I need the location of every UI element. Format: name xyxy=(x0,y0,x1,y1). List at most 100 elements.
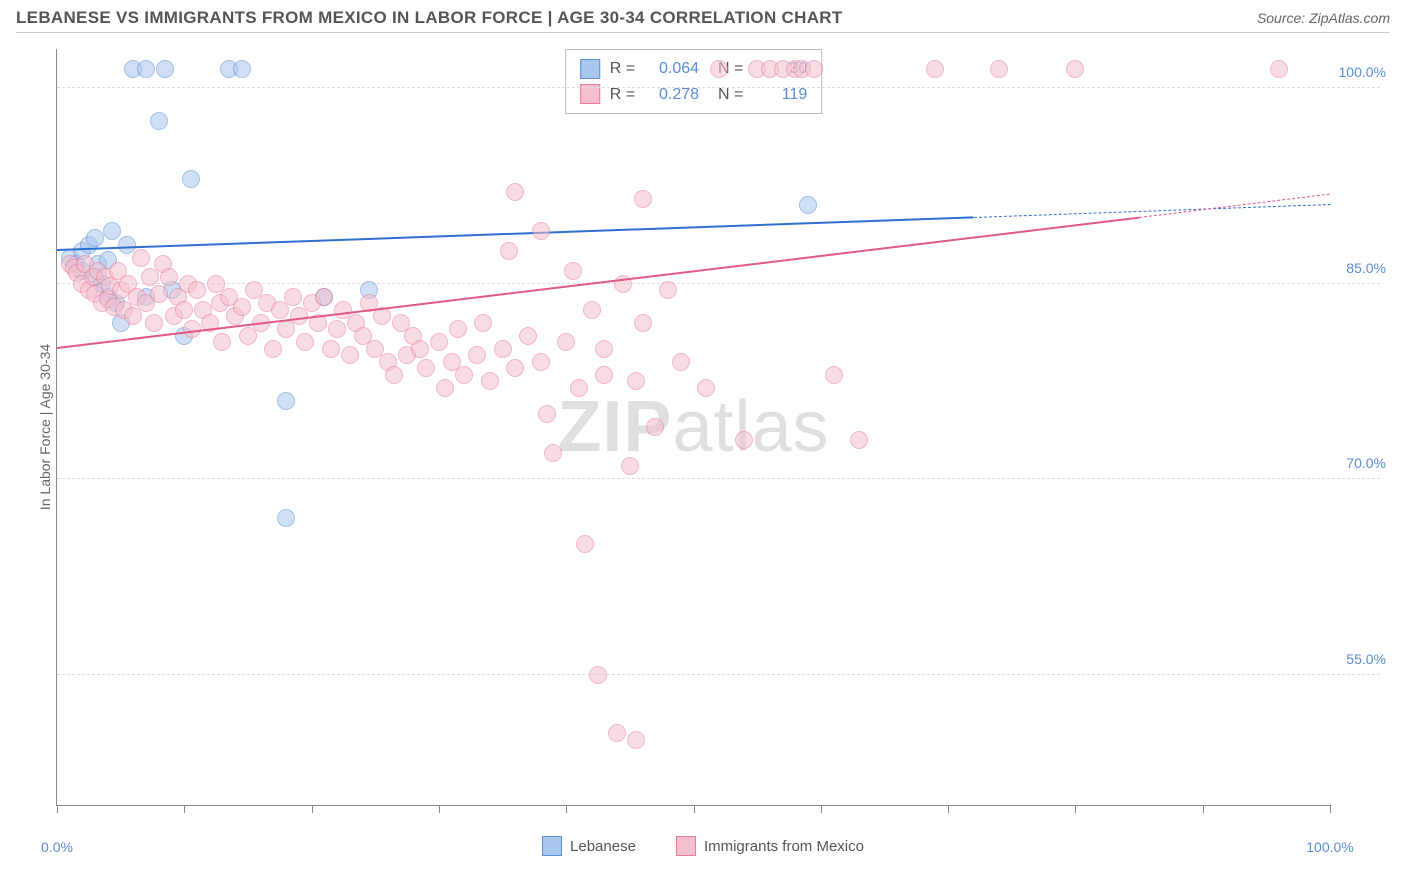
data-point-lebanese xyxy=(137,60,155,78)
x-tick xyxy=(948,805,949,813)
data-point-mexico xyxy=(595,340,613,358)
watermark: ZIPatlas xyxy=(557,386,829,468)
data-point-mexico xyxy=(315,288,333,306)
data-point-mexico xyxy=(544,444,562,462)
data-point-mexico xyxy=(646,418,664,436)
data-point-mexico xyxy=(411,340,429,358)
data-point-mexico xyxy=(341,346,359,364)
data-point-mexico xyxy=(532,353,550,371)
data-point-mexico xyxy=(595,366,613,384)
data-point-mexico xyxy=(213,333,231,351)
trendline-extension-mexico xyxy=(1139,194,1330,218)
data-point-mexico xyxy=(160,268,178,286)
data-point-mexico xyxy=(627,372,645,390)
data-point-mexico xyxy=(474,314,492,332)
legend-item-mexico: Immigrants from Mexico xyxy=(676,836,864,856)
legend-label-mexico: Immigrants from Mexico xyxy=(704,838,864,855)
x-tick xyxy=(184,805,185,813)
data-point-mexico xyxy=(417,359,435,377)
data-point-lebanese xyxy=(150,112,168,130)
data-point-mexico xyxy=(532,222,550,240)
y-tick-label: 70.0% xyxy=(1346,455,1386,471)
data-point-mexico xyxy=(850,431,868,449)
data-point-lebanese xyxy=(277,392,295,410)
data-point-lebanese xyxy=(182,170,200,188)
x-tick xyxy=(821,805,822,813)
x-tick xyxy=(1203,805,1204,813)
data-point-mexico xyxy=(233,298,251,316)
data-point-lebanese xyxy=(156,60,174,78)
n-value-mexico: 119 xyxy=(753,82,807,108)
data-point-mexico xyxy=(608,724,626,742)
legend-swatch-mexico xyxy=(676,836,696,856)
data-point-mexico xyxy=(538,405,556,423)
x-tick xyxy=(566,805,567,813)
data-point-mexico xyxy=(506,359,524,377)
r-value-mexico: 0.278 xyxy=(645,82,699,108)
data-point-mexico xyxy=(494,340,512,358)
x-tick xyxy=(57,805,58,813)
data-point-mexico xyxy=(188,281,206,299)
chart-area: In Labor Force | Age 30-34 ZIPatlas R = … xyxy=(16,32,1390,830)
data-point-mexico xyxy=(621,457,639,475)
r-value-lebanese: 0.064 xyxy=(645,56,699,82)
data-point-mexico xyxy=(264,340,282,358)
data-point-mexico xyxy=(805,60,823,78)
data-point-mexico xyxy=(132,249,150,267)
chart-header: LEBANESE VS IMMIGRANTS FROM MEXICO IN LA… xyxy=(0,0,1406,32)
x-tick-label: 0.0% xyxy=(41,839,73,855)
data-point-mexico xyxy=(322,340,340,358)
data-point-mexico xyxy=(506,183,524,201)
data-point-mexico xyxy=(436,379,454,397)
y-tick-label: 100.0% xyxy=(1339,64,1386,80)
data-point-mexico xyxy=(449,320,467,338)
x-tick xyxy=(1075,805,1076,813)
swatch-lebanese xyxy=(580,59,600,79)
gridline xyxy=(57,674,1380,675)
stats-row-mexico: R = 0.278 N = 119 xyxy=(580,82,808,108)
data-point-mexico xyxy=(634,314,652,332)
x-tick xyxy=(694,805,695,813)
gridline xyxy=(57,478,1380,479)
data-point-mexico xyxy=(455,366,473,384)
data-point-mexico xyxy=(589,666,607,684)
data-point-mexico xyxy=(564,262,582,280)
data-point-mexico xyxy=(385,366,403,384)
data-point-mexico xyxy=(697,379,715,397)
plot-region: In Labor Force | Age 30-34 ZIPatlas R = … xyxy=(56,49,1330,806)
source-label: Source: ZipAtlas.com xyxy=(1257,10,1390,26)
data-point-mexico xyxy=(1270,60,1288,78)
data-point-mexico xyxy=(145,314,163,332)
data-point-mexico xyxy=(672,353,690,371)
x-tick xyxy=(439,805,440,813)
legend-label-lebanese: Lebanese xyxy=(570,838,636,855)
data-point-mexico xyxy=(430,333,448,351)
gridline xyxy=(57,87,1380,88)
legend-swatch-lebanese xyxy=(542,836,562,856)
x-tick xyxy=(312,805,313,813)
data-point-mexico xyxy=(659,281,677,299)
data-point-mexico xyxy=(926,60,944,78)
x-tick xyxy=(1330,805,1331,813)
data-point-mexico xyxy=(519,327,537,345)
data-point-mexico xyxy=(481,372,499,390)
data-point-mexico xyxy=(583,301,601,319)
data-point-mexico xyxy=(328,320,346,338)
data-point-mexico xyxy=(557,333,575,351)
chart-title: LEBANESE VS IMMIGRANTS FROM MEXICO IN LA… xyxy=(16,8,843,28)
data-point-mexico xyxy=(150,285,168,303)
data-point-lebanese xyxy=(277,509,295,527)
x-tick-label: 100.0% xyxy=(1306,839,1353,855)
y-axis-label: In Labor Force | Age 30-34 xyxy=(37,344,53,510)
y-tick-label: 55.0% xyxy=(1346,651,1386,667)
data-point-mexico xyxy=(1066,60,1084,78)
data-point-mexico xyxy=(710,60,728,78)
data-point-mexico xyxy=(735,431,753,449)
data-point-lebanese xyxy=(233,60,251,78)
data-point-mexico xyxy=(175,301,193,319)
data-point-mexico xyxy=(570,379,588,397)
data-point-mexico xyxy=(990,60,1008,78)
data-point-mexico xyxy=(500,242,518,260)
data-point-mexico xyxy=(468,346,486,364)
data-point-lebanese xyxy=(86,229,104,247)
